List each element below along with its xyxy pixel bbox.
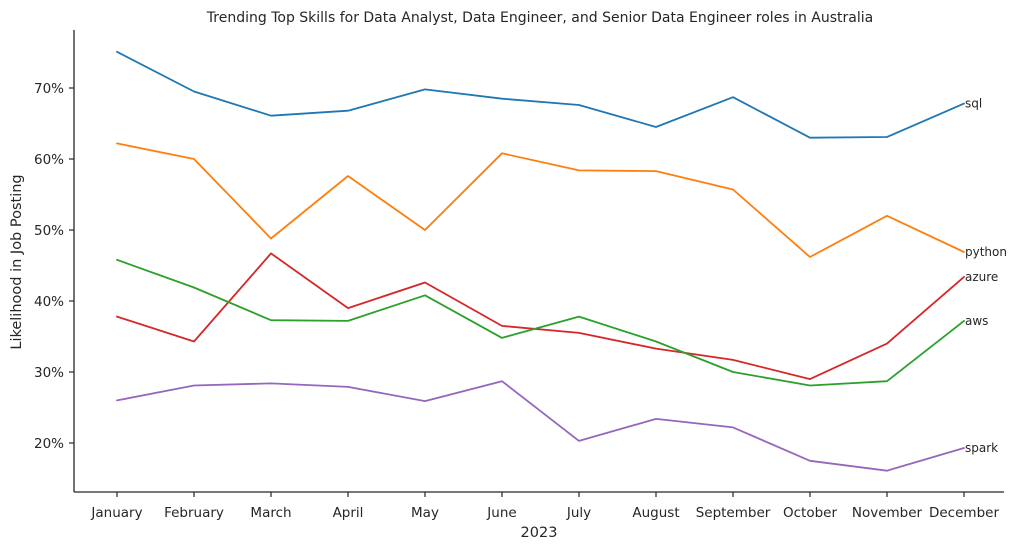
x-tick-label: March [250, 505, 291, 521]
chart-title: Trending Top Skills for Data Analyst, Da… [206, 10, 873, 26]
series-line-python [116, 142, 965, 258]
y-axis-label: Likelihood in Job Posting [9, 174, 25, 349]
series-line-aws [116, 258, 965, 387]
x-tick-label: September [696, 505, 771, 521]
x-tick-label: August [632, 505, 679, 521]
series-label-aws: aws [965, 314, 988, 328]
x-tick-label: February [164, 505, 224, 521]
x-tick-label: October [783, 505, 837, 521]
x-tick-label: November [852, 505, 923, 521]
y-tick-label: 50% [34, 223, 64, 239]
series-line-spark [116, 380, 965, 472]
y-tick-label: 70% [34, 81, 64, 97]
y-tick-label: 30% [34, 365, 64, 381]
series-label-sql: sql [965, 97, 982, 111]
x-tick-label: May [411, 505, 439, 521]
series-line-sql [116, 50, 965, 139]
x-tick-label: December [929, 505, 999, 521]
series-label-python: python [965, 245, 1007, 259]
x-tick-label: January [90, 505, 142, 521]
y-tick-label: 20% [34, 436, 64, 452]
y-tick-label: 60% [34, 152, 64, 168]
x-axis-label: 2023 [521, 525, 558, 541]
series-label-azure: azure [965, 270, 998, 284]
series-label-spark: spark [965, 441, 998, 455]
x-tick-label: June [486, 505, 516, 521]
series-line-azure [116, 252, 965, 381]
x-tick-label: July [566, 505, 591, 521]
y-tick-label: 40% [34, 294, 64, 310]
plot-area: 20% 30% 40% 50% 60% 70% January February March Ap… [34, 30, 1007, 521]
x-tick-label: April [333, 505, 364, 521]
